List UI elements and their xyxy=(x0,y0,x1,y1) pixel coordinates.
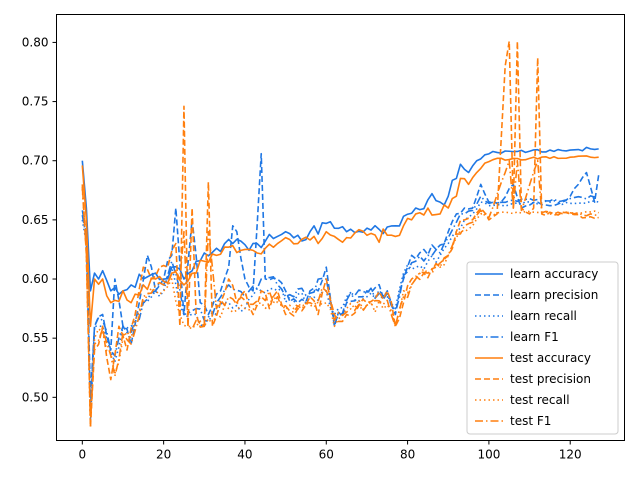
y-tick-label: 0.80 xyxy=(22,35,49,49)
legend-box xyxy=(466,261,619,435)
legend-label: test precision xyxy=(510,372,591,386)
series-line-1 xyxy=(81,152,600,399)
x-tick-label: 60 xyxy=(319,448,334,462)
legend-label: test accuracy xyxy=(510,351,591,365)
series-line-4 xyxy=(81,155,599,328)
y-tick-label: 0.70 xyxy=(22,154,49,168)
y-tick-label: 0.65 xyxy=(22,213,49,227)
series-line-0 xyxy=(81,146,599,296)
x-tick-label: 80 xyxy=(400,448,415,462)
y-tick-label: 0.50 xyxy=(22,390,49,404)
x-tick-label: 0 xyxy=(78,448,86,462)
y-tick-label: 0.60 xyxy=(22,272,49,286)
plot-frame xyxy=(56,14,625,441)
series-layer xyxy=(81,40,600,428)
series-line-5 xyxy=(81,40,599,428)
legend-label: test F1 xyxy=(510,414,551,428)
legend: learn accuracy learn precision learn recal… xyxy=(466,261,619,435)
legend-label: test recall xyxy=(510,393,570,407)
y-axis: 0.50 0.55 0.60 0.65 0.70 0.75 0.80 xyxy=(22,35,57,404)
x-tick-label: 20 xyxy=(156,448,171,462)
legend-label: learn precision xyxy=(510,288,598,302)
series-line-3 xyxy=(81,195,599,410)
x-axis: 0 20 40 60 80 100 120 xyxy=(78,440,582,462)
x-tick-label: 40 xyxy=(237,448,252,462)
legend-label: learn accuracy xyxy=(510,267,598,281)
x-tick-label: 100 xyxy=(477,448,500,462)
legend-label: learn F1 xyxy=(510,330,559,344)
legend-label: learn recall xyxy=(510,309,577,323)
y-tick-label: 0.55 xyxy=(22,331,49,345)
y-tick-label: 0.75 xyxy=(22,95,49,109)
x-tick-label: 120 xyxy=(559,448,582,462)
